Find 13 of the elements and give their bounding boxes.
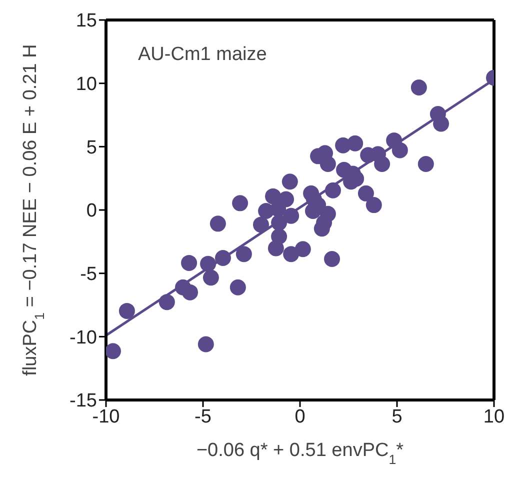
x-tick-label: 0 [294,406,306,428]
x-tick-label: 5 [392,406,402,428]
x-axis-title: −0.06 q* + 0.51 envPC$_{1}$* [196,440,404,466]
x-tick-label: 10 [483,406,505,428]
x-tick-label: -5 [194,406,212,428]
y-tick-label: -5 [80,264,97,286]
annotation: AU-Cm1 maize [138,44,267,66]
y-tick-label: -15 [70,390,97,412]
y-tick-label: 15 [76,10,97,32]
y-tick-label: 10 [76,74,97,96]
y-tick-label: 0 [86,200,97,222]
y-tick-label: -10 [70,327,97,348]
y-tick-label: 5 [86,137,97,158]
